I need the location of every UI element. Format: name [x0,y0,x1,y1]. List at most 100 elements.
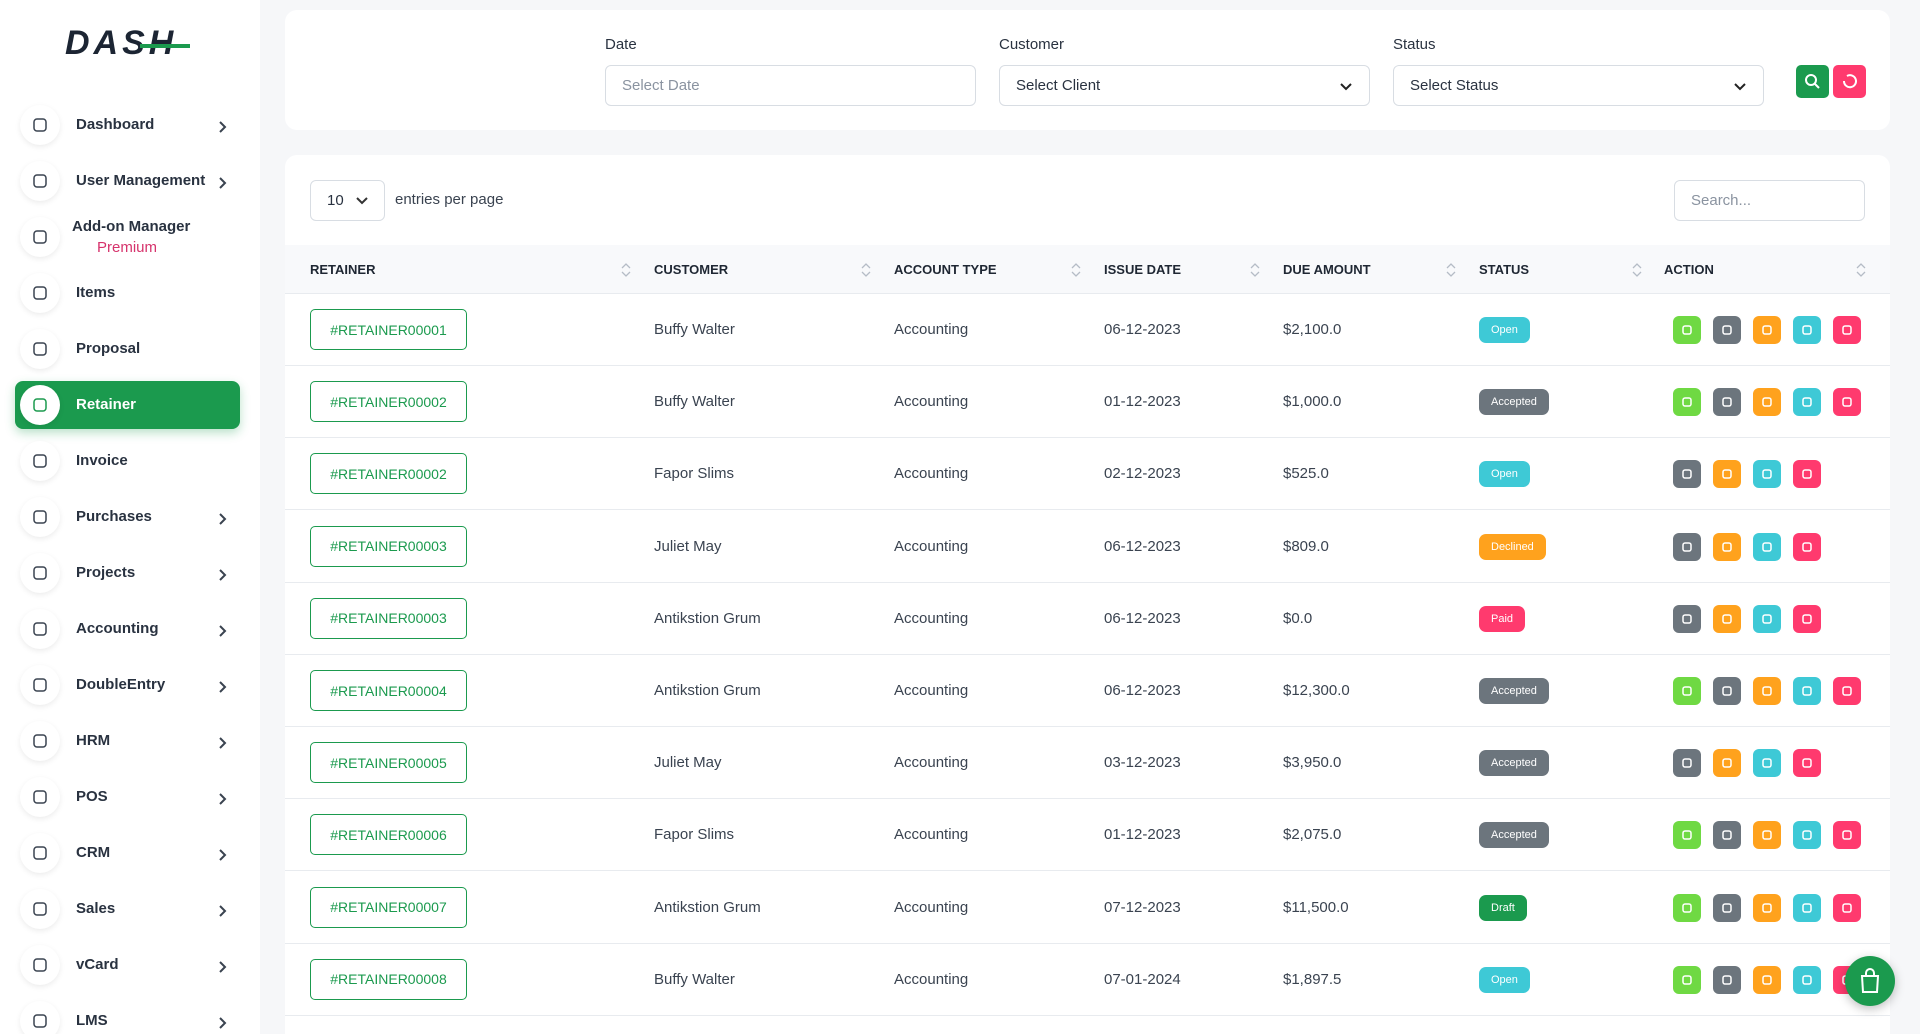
action-edit[interactable] [1793,821,1821,850]
action-convert[interactable] [1673,316,1701,344]
retainer-button[interactable]: #RETAINER00005 [310,742,467,784]
nav-label[interactable]: Invoice [76,452,128,469]
nav-label[interactable]: Dashboard [76,116,155,133]
filter-select[interactable]: Select Status [1393,65,1764,106]
nav-label[interactable]: vCard [76,956,119,973]
action-edit[interactable] [1753,460,1781,489]
action-copy[interactable] [1673,460,1701,489]
nav-label[interactable]: POS [76,788,108,805]
nav-label[interactable]: Add-on Manager [72,218,191,235]
nav-icon[interactable] [20,833,60,873]
column-header[interactable]: CUSTOMER [654,262,729,277]
nav-label[interactable]: LMS [76,1012,108,1029]
column-header[interactable]: STATUS [1479,262,1530,277]
action-delete[interactable] [1833,893,1861,922]
action-copy[interactable] [1673,749,1701,778]
nav-label[interactable]: Proposal [76,340,141,357]
nav-label[interactable]: Items [76,284,116,301]
action-view[interactable] [1753,821,1781,850]
action-delete[interactable] [1793,532,1821,561]
action-copy[interactable] [1713,821,1741,850]
column-header[interactable]: ACCOUNT TYPE [894,262,997,277]
retainer-button[interactable]: #RETAINER00008 [310,958,467,1000]
action-delete[interactable] [1833,388,1861,417]
nav-label[interactable]: Accounting [76,620,159,637]
action-edit[interactable] [1793,388,1821,417]
nav-label[interactable]: Projects [76,564,136,581]
action-edit[interactable] [1793,965,1821,994]
brand-logo[interactable]: DASH [65,24,178,62]
action-copy[interactable] [1713,677,1741,705]
nav-icon[interactable] [20,945,60,985]
action-delete[interactable] [1833,677,1861,705]
cart-button[interactable] [1845,956,1895,1006]
nav-icon[interactable] [20,161,60,201]
action-convert[interactable] [1673,821,1701,850]
retainer-button[interactable]: #RETAINER00007 [310,886,467,928]
action-view[interactable] [1753,677,1781,705]
column-header[interactable]: RETAINER [310,262,376,277]
nav-label[interactable]: HRM [76,732,111,749]
nav-label[interactable]: Sales [76,900,116,917]
action-copy[interactable] [1713,316,1741,344]
retainer-button[interactable]: #RETAINER00006 [310,814,467,856]
action-view[interactable] [1713,604,1741,633]
action-copy[interactable] [1673,532,1701,561]
action-view[interactable] [1753,316,1781,344]
nav-icon[interactable] [20,665,60,705]
nav-label[interactable]: DoubleEntry [76,676,166,693]
action-view[interactable] [1753,388,1781,417]
filter-select[interactable]: Select Client [999,65,1370,106]
retainer-button[interactable]: #RETAINER00001 [310,309,467,350]
action-convert[interactable] [1673,677,1701,705]
action-convert[interactable] [1673,965,1701,994]
action-view[interactable] [1753,965,1781,994]
nav-icon[interactable] [20,441,60,481]
action-convert[interactable] [1673,893,1701,922]
nav-icon[interactable] [20,553,60,593]
reset-button[interactable] [1833,65,1866,98]
action-copy[interactable] [1713,893,1741,922]
action-copy[interactable] [1673,604,1701,633]
nav-icon[interactable] [20,777,60,817]
action-edit[interactable] [1753,749,1781,778]
action-delete[interactable] [1793,604,1821,633]
action-edit[interactable] [1793,316,1821,344]
nav-icon[interactable] [20,385,60,425]
nav-icon[interactable] [20,889,60,929]
nav-icon[interactable] [20,721,60,761]
filter-input[interactable]: Select Date [605,65,976,106]
action-edit[interactable] [1753,604,1781,633]
nav-icon[interactable] [20,105,60,145]
nav-icon[interactable] [20,609,60,649]
action-copy[interactable] [1713,965,1741,994]
retainer-button[interactable]: #RETAINER00004 [310,670,467,711]
action-delete[interactable] [1833,821,1861,850]
nav-label[interactable]: Retainer [76,396,137,413]
retainer-button[interactable]: #RETAINER00003 [310,525,467,567]
nav-icon[interactable] [20,497,60,537]
action-delete[interactable] [1793,749,1821,778]
nav-icon[interactable] [20,273,60,313]
action-delete[interactable] [1833,316,1861,344]
action-edit[interactable] [1793,893,1821,922]
page-size-select[interactable]: 10 [310,180,385,221]
column-header[interactable]: ACTION [1664,262,1714,277]
nav-icon[interactable] [20,329,60,369]
action-view[interactable] [1713,749,1741,778]
action-view[interactable] [1713,460,1741,489]
retainer-button[interactable]: #RETAINER00003 [310,597,467,639]
nav-label[interactable]: User Management [76,172,206,189]
nav-label[interactable]: Purchases [76,508,152,525]
search-button[interactable] [1796,65,1829,98]
column-header[interactable]: ISSUE DATE [1104,262,1182,277]
action-edit[interactable] [1753,532,1781,561]
action-convert[interactable] [1673,388,1701,417]
nav-label[interactable]: CRM [76,844,111,861]
column-header[interactable]: DUE AMOUNT [1283,262,1371,277]
action-view[interactable] [1753,893,1781,922]
action-copy[interactable] [1713,388,1741,417]
search-input[interactable]: Search... [1674,180,1865,221]
action-view[interactable] [1713,532,1741,561]
nav-icon[interactable] [20,1001,60,1034]
